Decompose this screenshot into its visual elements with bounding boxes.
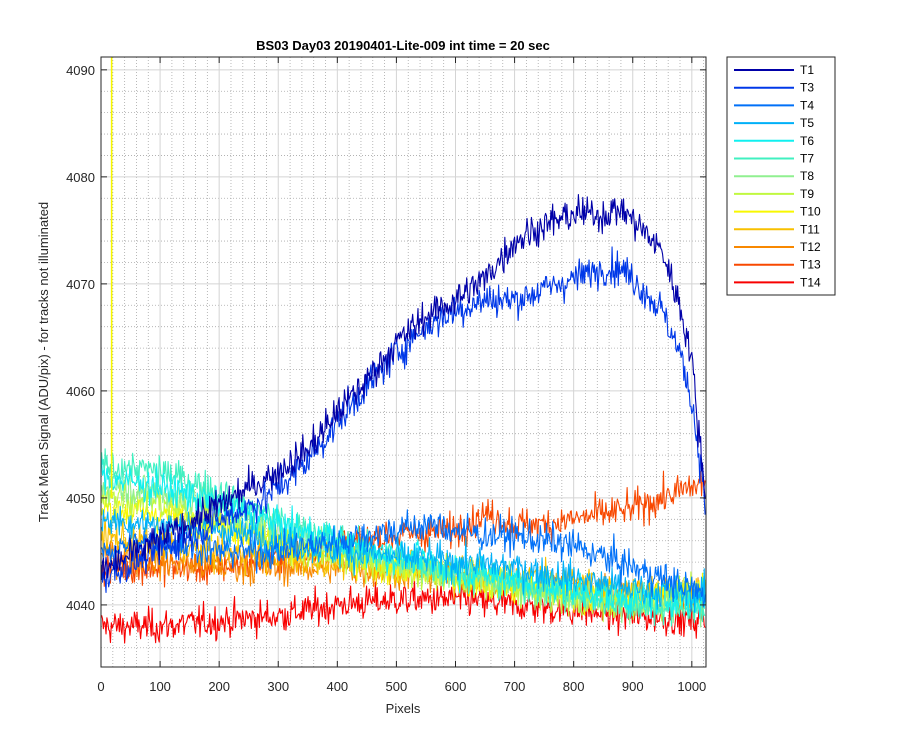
y-axis-label: Track Mean Signal (ADU/pix) - for tracks… — [36, 202, 51, 522]
legend-label-t11: T11 — [800, 222, 820, 236]
x-tick-label: 0 — [97, 679, 104, 694]
x-tick-label: 800 — [563, 679, 585, 694]
x-tick-label: 200 — [208, 679, 230, 694]
x-tick-label: 700 — [504, 679, 526, 694]
legend-label-t14: T14 — [800, 275, 821, 289]
y-tick-label: 4050 — [66, 491, 95, 506]
legend-label-t6: T6 — [800, 134, 814, 148]
legend-label-t7: T7 — [800, 152, 814, 166]
y-tick-label: 4040 — [66, 598, 95, 613]
legend-label-t4: T4 — [800, 98, 814, 112]
ticks: 0 100 200 300 400 500 600 700 800 900 1000 4040 4050… — [66, 57, 706, 694]
legend-label-t5: T5 — [800, 116, 814, 130]
legend-label-t8: T8 — [800, 169, 814, 183]
x-tick-label: 300 — [267, 679, 289, 694]
y-tick-label: 4080 — [66, 170, 95, 185]
series-line-t3 — [101, 246, 706, 593]
x-axis-label: Pixels — [386, 701, 421, 716]
series-line-t5 — [101, 505, 706, 613]
legend-label-t12: T12 — [800, 240, 821, 254]
legend-label-t9: T9 — [800, 187, 814, 201]
legend-label-t1: T1 — [800, 63, 814, 77]
legend-label-t3: T3 — [800, 81, 814, 95]
y-tick-label: 4070 — [66, 277, 95, 292]
x-tick-label: 400 — [326, 679, 348, 694]
x-tick-label: 100 — [149, 679, 171, 694]
legend-label-t13: T13 — [800, 258, 821, 272]
x-tick-label: 900 — [622, 679, 644, 694]
series-line-t4 — [101, 509, 706, 608]
x-tick-label: 600 — [445, 679, 467, 694]
x-tick-label: 500 — [386, 679, 408, 694]
series-group — [101, 194, 706, 644]
y-tick-label: 4060 — [66, 384, 95, 399]
plot-area-border — [100, 56, 707, 668]
chart-title: BS03 Day03 20190401-Lite-009 int time = … — [256, 38, 550, 53]
legend-label-t10: T10 — [800, 205, 821, 219]
x-tick-label: 1000 — [677, 679, 706, 694]
legend: T1 T3 T4 T5 T6 T7 T8 T9 T10 T11 T12 T13 T14 — [726, 56, 836, 296]
series-line-t1 — [101, 194, 706, 580]
y-tick-label: 4090 — [66, 63, 95, 78]
